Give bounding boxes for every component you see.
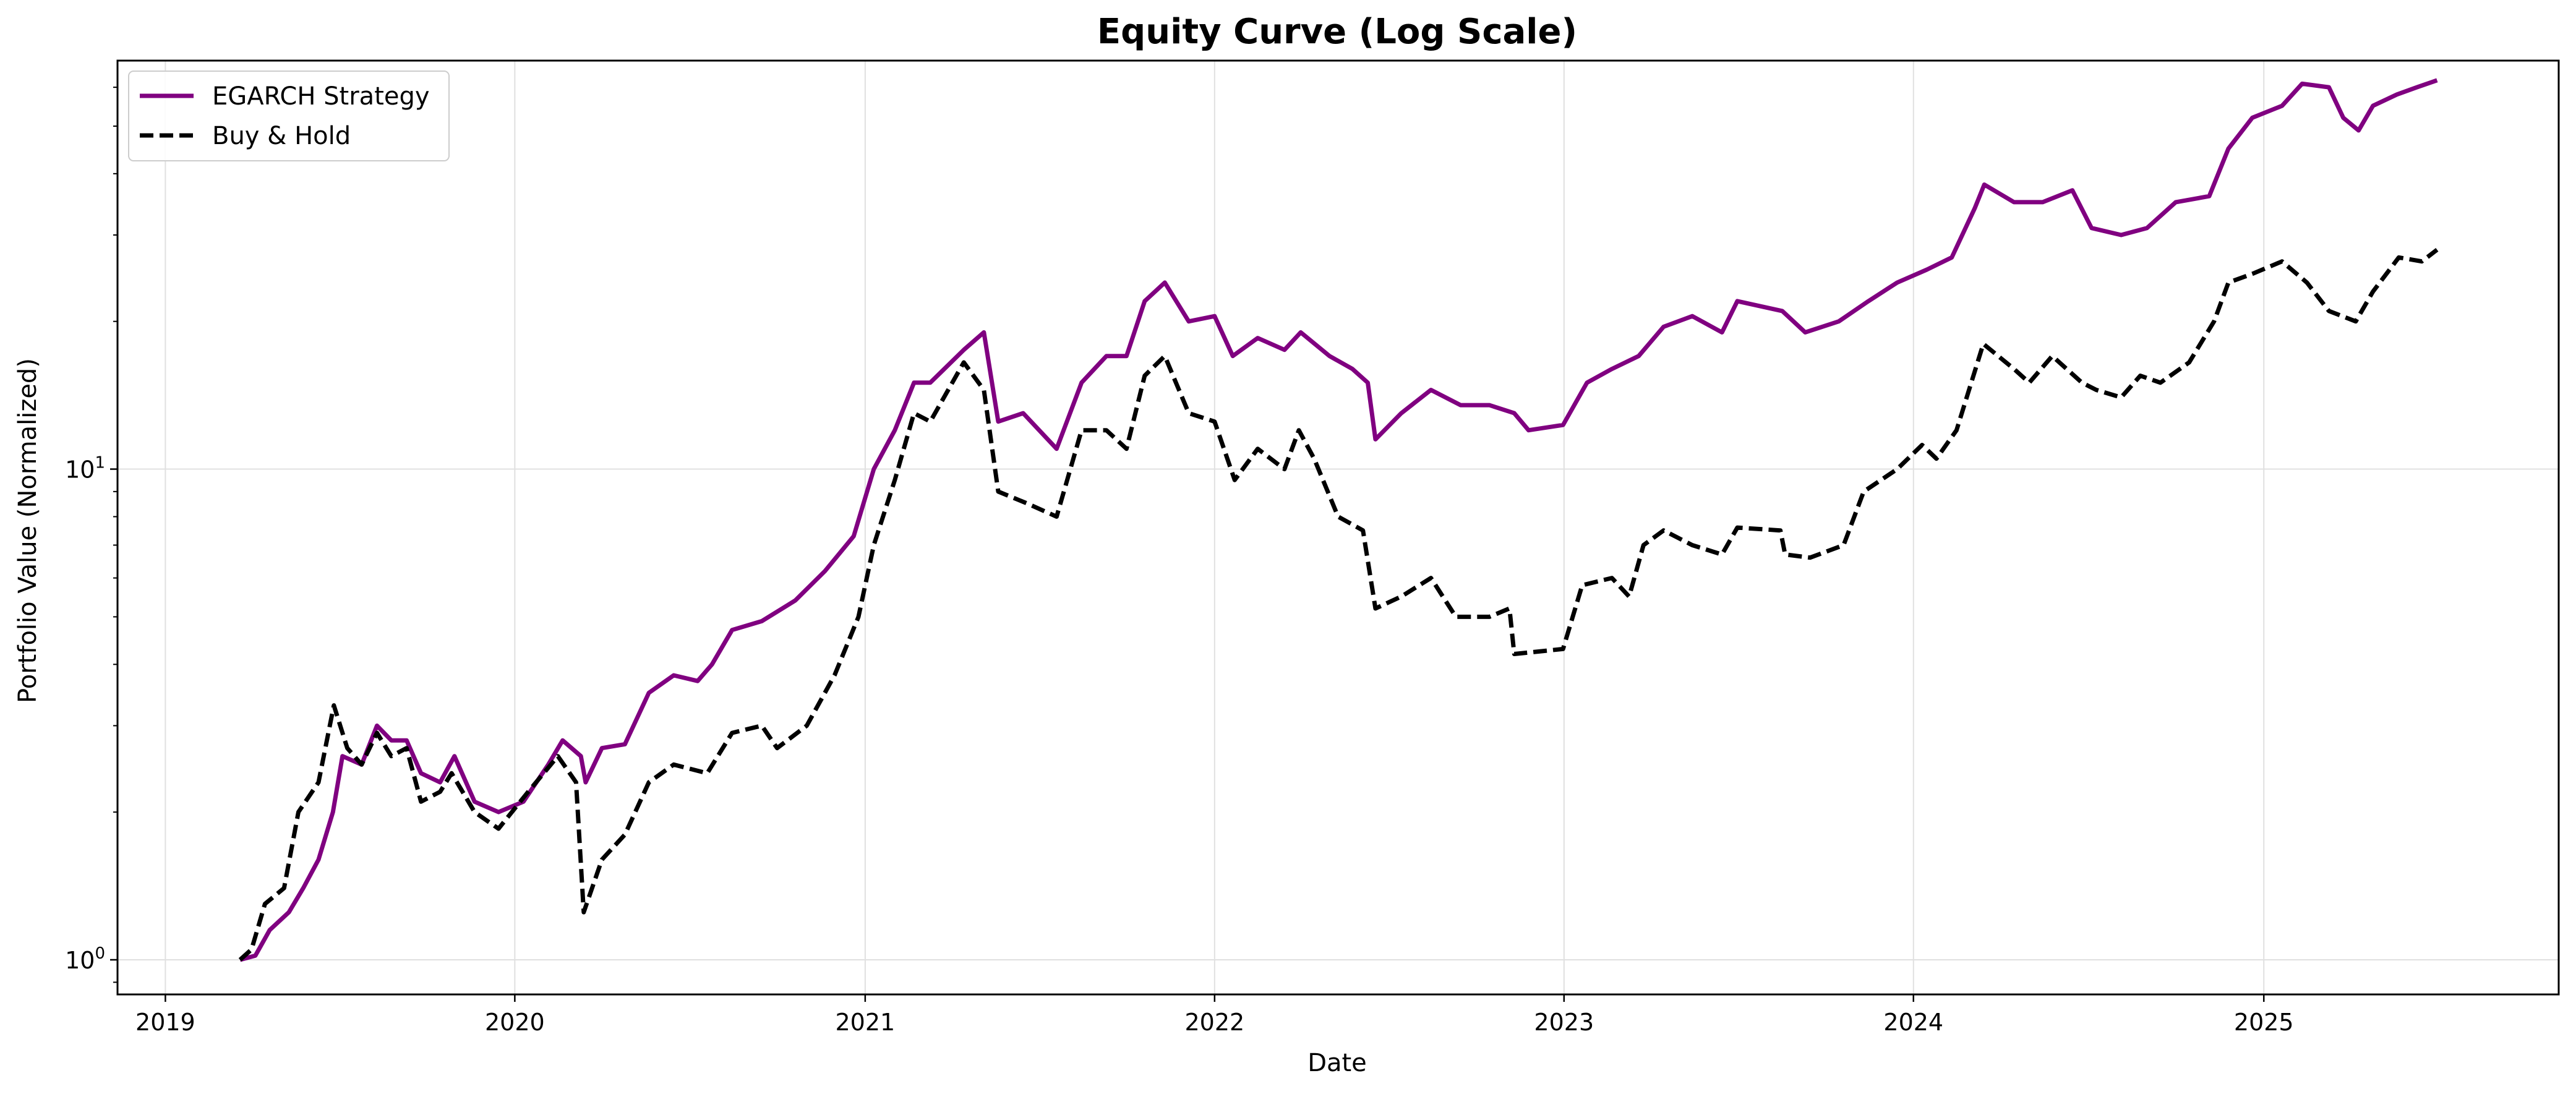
x-tick-label: 2020 bbox=[485, 1009, 545, 1036]
x-axis: 2019 2020 2021 2022 2023 2024 2025 bbox=[135, 994, 2294, 1036]
x-tick-label: 2023 bbox=[1534, 1009, 1594, 1036]
plot-frame bbox=[116, 59, 2560, 996]
legend: EGARCH Strategy Buy & Hold bbox=[128, 71, 450, 161]
x-axis-label: Date bbox=[1307, 1049, 1367, 1077]
y-tick-label: 101 bbox=[65, 454, 105, 484]
x-tick-label: 2019 bbox=[135, 1009, 195, 1036]
x-tick-label: 2021 bbox=[836, 1009, 896, 1036]
x-tick-label: 2022 bbox=[1184, 1009, 1244, 1036]
y-tick-label: 100 bbox=[65, 944, 105, 974]
chart-title: Equity Curve (Log Scale) bbox=[1097, 12, 1577, 52]
legend-label: EGARCH Strategy bbox=[212, 82, 430, 111]
x-tick-label: 2024 bbox=[1883, 1009, 1943, 1036]
y-tick-exponent: 0 bbox=[95, 944, 105, 963]
series-layer bbox=[238, 78, 2439, 962]
y-tick-base: 10 bbox=[65, 947, 95, 974]
legend-label: Buy & Hold bbox=[212, 122, 351, 150]
buy-hold-line bbox=[238, 248, 2439, 962]
y-tick-exponent: 1 bbox=[95, 454, 105, 472]
egarch-strategy-line bbox=[239, 78, 2438, 962]
legend-box bbox=[128, 71, 450, 161]
y-tick-base: 10 bbox=[65, 456, 95, 484]
y-axis-label: Portfolio Value (Normalized) bbox=[14, 358, 42, 703]
x-tick-label: 2025 bbox=[2234, 1009, 2294, 1036]
grid-lines bbox=[118, 61, 2559, 994]
